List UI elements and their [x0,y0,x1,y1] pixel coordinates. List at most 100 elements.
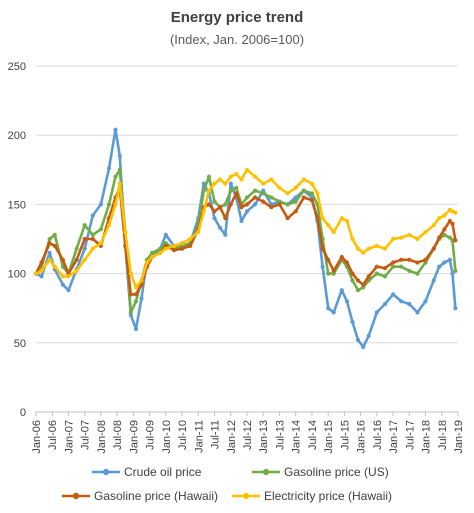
data-point [117,167,122,172]
data-point [261,191,266,196]
data-point [326,223,331,228]
data-point [180,241,185,246]
x-tick-label: Jul-06 [47,420,59,450]
data-point [244,209,250,214]
data-point [74,246,79,251]
x-tick-label: Jan-18 [421,420,433,454]
data-point [301,177,306,182]
data-point [309,198,314,203]
data-point [113,174,118,179]
data-point [223,181,228,186]
data-point [244,195,250,200]
data-point [39,268,44,273]
data-point [90,213,95,218]
data-point [320,246,325,251]
data-point [315,216,320,221]
data-point [47,236,52,242]
data-point [301,195,306,200]
x-tick-label: Jan-19 [453,420,465,454]
x-tick-label: Jul-10 [177,420,189,450]
data-point [139,278,144,283]
data-point [234,191,239,196]
data-point [415,271,420,276]
data-point [66,274,71,279]
data-point [391,292,396,297]
data-point [293,209,298,214]
data-point [223,202,228,207]
data-point [212,216,217,221]
data-point [350,278,355,283]
gridlines [36,65,458,413]
data-point [47,250,52,255]
y-axis-ticks: 0 50 100 150 200 250 [8,61,26,419]
data-point [355,288,361,293]
data-point [133,285,139,290]
data-point [355,337,361,343]
x-tick-label: Jul-18 [437,420,449,450]
data-point [374,310,379,315]
data-point [128,310,133,315]
data-point [350,319,355,325]
data-point [82,236,87,242]
data-point [188,243,193,248]
data-point [453,210,458,215]
data-point [407,257,412,262]
data-point [234,171,239,177]
data-point [98,227,103,232]
data-point [447,257,452,262]
data-point [196,230,201,235]
data-point [374,271,379,276]
data-point [415,236,420,242]
data-point [344,260,350,265]
data-point [407,268,412,273]
data-point [339,288,344,293]
data-point [106,166,112,171]
y-tick-label: 150 [8,199,26,211]
data-point [133,326,139,332]
x-tick-label: Jan-06 [31,420,43,454]
x-tick-label: Jan-11 [193,420,205,453]
data-point [133,292,139,297]
data-point [407,232,412,237]
data-point [82,223,87,228]
data-point [399,257,404,262]
data-point [423,299,428,304]
data-point [52,264,57,269]
data-point [201,188,206,193]
data-point [180,246,185,251]
data-point [150,250,155,255]
data-point [391,260,396,265]
data-point [431,246,436,251]
data-point [331,310,336,315]
data-point [228,181,233,186]
data-point [344,299,350,304]
data-point [228,174,233,179]
data-point [285,191,290,196]
data-point [201,209,206,214]
data-point [450,271,455,276]
data-point [442,227,447,232]
data-point [366,274,371,279]
data-point [47,257,52,262]
x-tick-label: Jan-14 [291,420,303,454]
data-point [206,202,212,207]
data-point [74,268,79,273]
x-tick-label: Jan-10 [161,420,173,454]
data-point [206,174,212,179]
data-point [82,246,87,251]
data-point [277,202,282,207]
x-tick-label: Jul-11 [210,420,222,449]
x-tick-label: Jul-09 [145,420,157,450]
data-point [269,177,274,182]
x-tick-label: Jul-14 [307,420,319,450]
x-tick-label: Jan-13 [258,420,270,454]
legend-marker-2 [72,492,80,500]
data-point [431,278,436,283]
data-point [158,250,163,255]
data-point [309,181,314,186]
data-point [228,188,233,193]
data-point [431,223,436,228]
data-point [117,181,122,186]
data-point [269,195,274,200]
data-point [253,188,258,193]
